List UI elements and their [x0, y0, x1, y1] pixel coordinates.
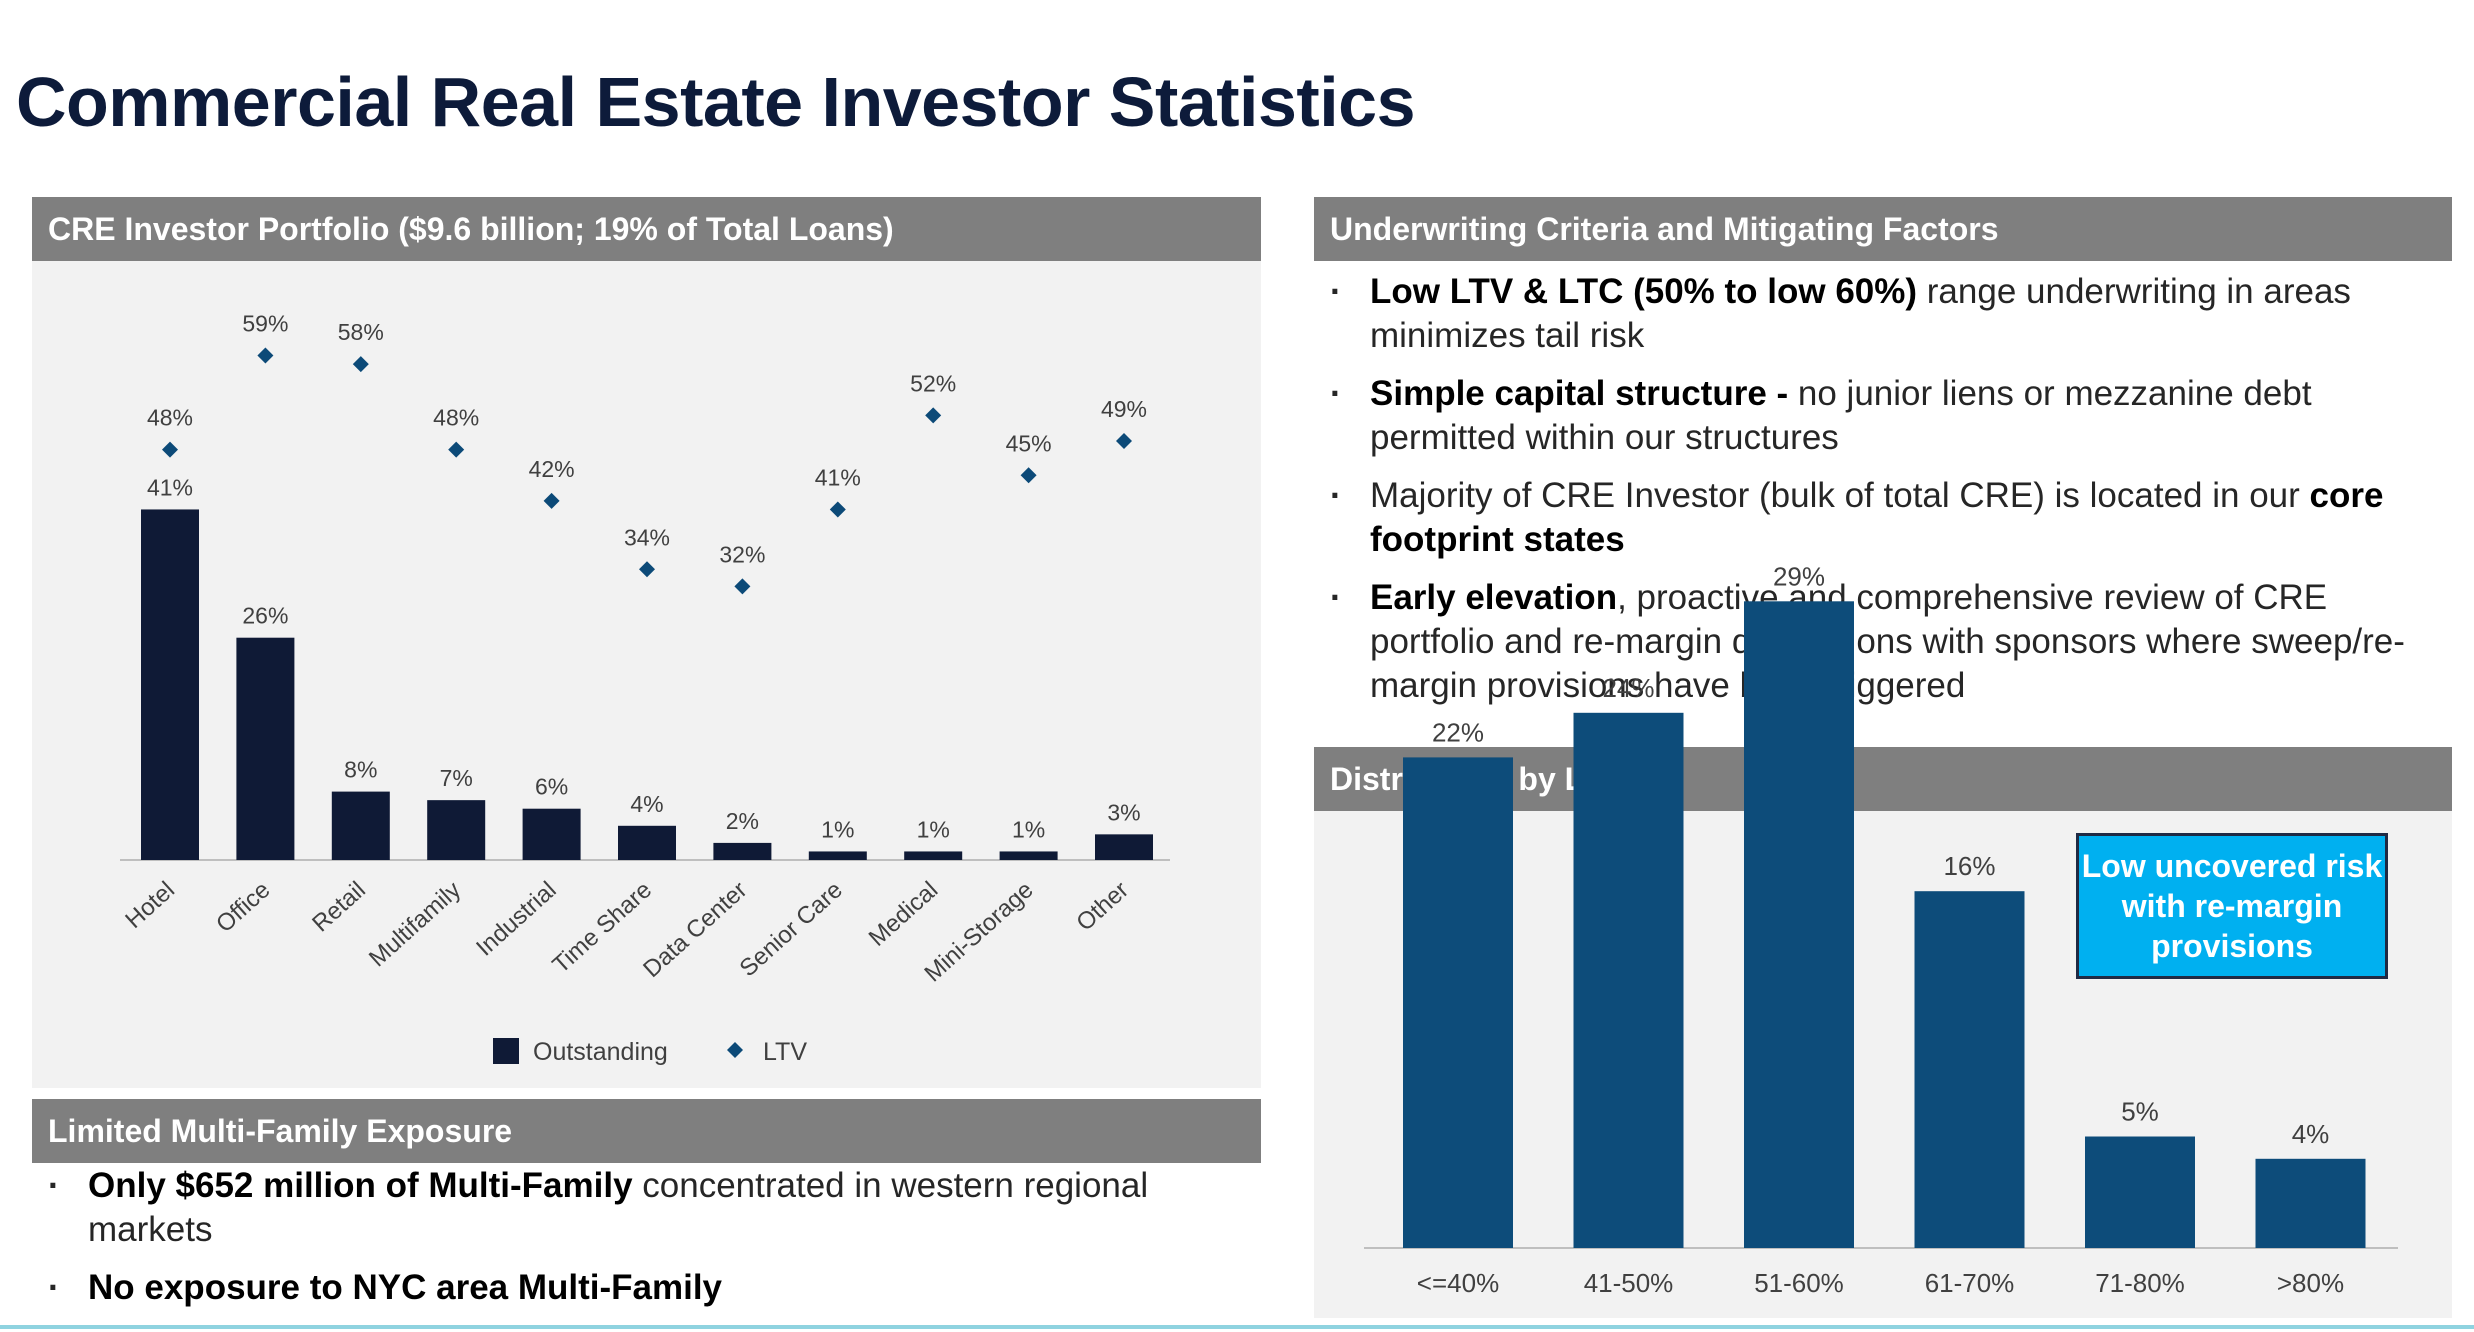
- bar-label-outstanding: 3%: [1107, 799, 1140, 825]
- multifamily-bullet-list: · Only $652 million of Multi-Family conce…: [34, 1164, 1259, 1324]
- underwriting-bullet-text: , proactive and comprehensive review of …: [1370, 578, 2405, 705]
- category-label-61-70: 61-70%: [1925, 1268, 2015, 1298]
- ltv-marker-senior-care: [829, 501, 846, 518]
- underwriting-bullet-text: Simple capital structure -: [1370, 374, 1798, 413]
- ltv-label: 48%: [147, 405, 193, 431]
- bar-ltv-51-60: [1744, 601, 1854, 1248]
- bottom-divider: [0, 1325, 2474, 1329]
- bar-label-outstanding: 4%: [630, 791, 663, 817]
- bullet-dot: ·: [1330, 272, 1342, 311]
- underwriting-bullet: · Majority of CRE Investor (bulk of total…: [1316, 474, 2446, 562]
- bullet-dot: ·: [1330, 578, 1342, 617]
- ltv-marker-industrial: [543, 492, 560, 509]
- category-label-41-50: 41-50%: [1584, 1268, 1674, 1298]
- bar-outstanding-data-center: [713, 842, 772, 860]
- ltv-label: 52%: [910, 370, 956, 396]
- ltv-marker-data-center: [734, 578, 751, 595]
- underwriting-bullet-text: Majority of CRE Investor (bulk of total …: [1370, 476, 2310, 515]
- multifamily-panel-header: Limited Multi-Family Exposure: [32, 1099, 1261, 1163]
- page-title: Commercial Real Estate Investor Statisti…: [16, 63, 1416, 141]
- category-label-40: <=40%: [1417, 1268, 1499, 1298]
- bullet-dot: ·: [48, 1268, 60, 1307]
- bar-outstanding-hotel: [141, 509, 199, 860]
- category-label-71-80: 71-80%: [2095, 1268, 2185, 1298]
- ltv-label: 42%: [529, 456, 575, 482]
- underwriting-panel-header: Underwriting Criteria and Mitigating Fac…: [1314, 197, 2452, 261]
- multifamily-bullet-text: No exposure to NYC area Multi-Family: [88, 1268, 723, 1307]
- low-risk-callout: Low uncovered risk with re-margin provis…: [2076, 833, 2388, 979]
- underwriting-bullet-text: Early elevation: [1370, 578, 1618, 617]
- ltv-label: 32%: [719, 541, 765, 567]
- bullet-dot: ·: [1330, 476, 1342, 515]
- bar-outstanding-mini-storage: [999, 851, 1058, 860]
- multifamily-bullet: · No exposure to NYC area Multi-Family: [34, 1266, 1259, 1310]
- legend-swatch-outstanding: [493, 1038, 519, 1064]
- ltv-label: 34%: [624, 524, 670, 550]
- bar-outstanding-multifamily: [427, 800, 486, 860]
- bar-outstanding-senior-care: [808, 851, 867, 860]
- ltv-label: 59%: [242, 311, 288, 337]
- bar-value-label: 5%: [2121, 1097, 2159, 1127]
- ltv-label: 58%: [338, 319, 384, 345]
- underwriting-bullet: · Early elevation, proactive and comprehe…: [1316, 576, 2446, 708]
- bar-outstanding-office: [236, 637, 295, 860]
- bar-label-outstanding: 1%: [821, 816, 854, 842]
- bar-label-outstanding: 2%: [726, 808, 759, 834]
- ltv-marker-mini-storage: [1020, 467, 1037, 484]
- underwriting-bullet-text: range underwriting in areas minimizes ta…: [1370, 272, 2351, 355]
- bar-label-outstanding: 6%: [535, 774, 568, 800]
- bar-outstanding-other: [1095, 834, 1153, 860]
- bar-ltv-41-50: [1573, 712, 1684, 1248]
- bar-value-label: 4%: [2292, 1119, 2330, 1149]
- bar-outstanding-time-share: [618, 825, 676, 860]
- underwriting-bullet: · Low LTV & LTC (50% to low 60%) range un…: [1316, 270, 2446, 358]
- underwriting-bullet-text: Low LTV & LTC (50% to low 60%): [1370, 272, 1918, 311]
- bar-label-outstanding: 1%: [1012, 816, 1045, 842]
- bar-ltv-40: [1403, 757, 1513, 1248]
- ltv-label: 48%: [433, 405, 479, 431]
- portfolio-panel-header: CRE Investor Portfolio ($9.6 billion; 19…: [32, 197, 1261, 261]
- bar-value-label: 22%: [1432, 717, 1484, 747]
- ltv-marker-retail: [352, 356, 369, 373]
- bar-label-outstanding: 1%: [917, 816, 950, 842]
- bullet-dot: ·: [1330, 374, 1342, 413]
- bar-ltv-61-70: [1914, 891, 2025, 1248]
- ltv-marker-other: [1116, 433, 1132, 450]
- ltv-marker-hotel: [162, 441, 178, 458]
- category-label-51-60: 51-60%: [1754, 1268, 1844, 1298]
- ltv-marker-multifamily: [448, 441, 465, 458]
- ltv-label: 49%: [1101, 396, 1147, 422]
- bar-value-label: 29%: [1773, 561, 1825, 591]
- ltv-label: 45%: [1006, 430, 1052, 456]
- bar-ltv-80: [2255, 1158, 2366, 1248]
- bar-ltv-71-80: [2085, 1136, 2195, 1248]
- bullet-dot: ·: [48, 1166, 60, 1205]
- bar-value-label: 24%: [1602, 673, 1654, 703]
- ltv-marker-office: [257, 347, 274, 364]
- bar-label-outstanding: 8%: [344, 757, 377, 783]
- underwriting-bullet-text: core footprint states: [1370, 476, 2384, 559]
- underwriting-bullet-text: no junior liens or mezzanine debt permit…: [1370, 374, 2312, 457]
- bar-outstanding-industrial: [522, 808, 581, 860]
- bar-outstanding-medical: [904, 851, 963, 860]
- legend-swatch-ltv: [727, 1042, 743, 1058]
- bar-outstanding-retail: [331, 791, 390, 860]
- multifamily-bullet-text: Only $652 million of Multi-Family: [88, 1166, 633, 1205]
- legend-label-ltv: LTV: [763, 1038, 807, 1066]
- bar-label-outstanding: 41%: [147, 474, 193, 500]
- underwriting-bullet-list: · Low LTV & LTC (50% to low 60%) range un…: [1316, 270, 2446, 722]
- bar-value-label: 16%: [1943, 851, 1995, 881]
- legend-label-outstanding: Outstanding: [533, 1038, 668, 1066]
- underwriting-bullet: · Simple capital structure - no junior li…: [1316, 372, 2446, 460]
- multifamily-bullet: · Only $652 million of Multi-Family conce…: [34, 1164, 1259, 1252]
- ltv-label: 41%: [815, 464, 861, 490]
- ltv-marker-time-share: [639, 561, 655, 578]
- bar-label-outstanding: 7%: [440, 765, 473, 791]
- ltv-marker-medical: [925, 407, 942, 424]
- multifamily-bullet-text: concentrated in western regional markets: [88, 1166, 1149, 1249]
- category-label-80: >80%: [2277, 1268, 2344, 1298]
- bar-label-outstanding: 26%: [242, 603, 288, 629]
